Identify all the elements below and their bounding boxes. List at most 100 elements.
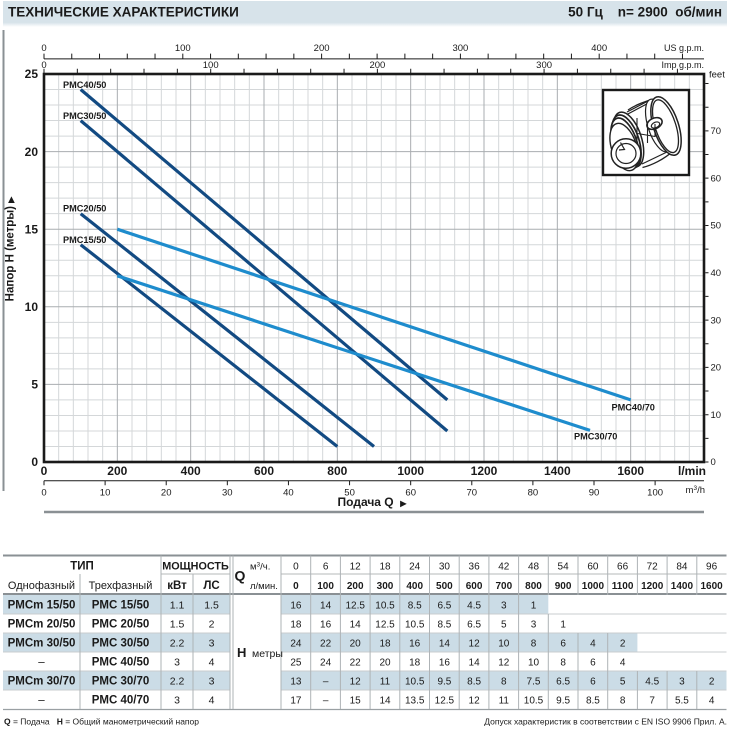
svg-text:10: 10 [711,410,722,421]
svg-text:0: 0 [41,488,46,499]
svg-text:Подача Q ▶: Подача Q ▶ [338,495,408,509]
svg-text:14: 14 [469,657,481,668]
svg-text:PMC 40/70: PMC 40/70 [92,695,150,707]
svg-text:Трехфазный: Трехфазный [89,580,153,592]
svg-text:PMC40/70: PMC40/70 [612,403,655,413]
svg-text:метры: метры [252,648,283,660]
svg-text:–: – [323,695,329,706]
svg-text:12.5: 12.5 [435,695,455,706]
svg-text:72: 72 [647,562,659,573]
svg-text:8: 8 [620,695,626,706]
svg-text:200: 200 [107,464,127,478]
svg-text:4: 4 [590,638,596,649]
svg-text:5: 5 [620,676,626,687]
svg-text:10: 10 [528,657,540,668]
svg-text:7.5: 7.5 [527,676,541,687]
svg-text:16: 16 [290,600,302,611]
svg-text:13: 13 [290,676,302,687]
svg-text:6: 6 [560,638,566,649]
svg-text:24: 24 [290,638,302,649]
svg-text:20: 20 [25,145,39,159]
svg-text:4.5: 4.5 [645,676,659,687]
svg-text:10: 10 [25,300,39,314]
svg-text:50 Гц n= 2900 об/мин: 50 Гц n= 2900 об/мин [568,5,722,20]
svg-text:600: 600 [466,581,483,592]
svg-text:6.5: 6.5 [467,619,481,630]
svg-text:2.2: 2.2 [170,676,185,688]
svg-text:36: 36 [469,562,481,573]
svg-text:5: 5 [31,378,38,392]
svg-text:5: 5 [501,619,507,630]
svg-text:–: – [38,657,45,669]
svg-text:11: 11 [380,676,391,687]
svg-text:10.5: 10.5 [405,676,425,687]
svg-text:14: 14 [379,695,391,706]
svg-text:0: 0 [293,581,299,592]
svg-text:0: 0 [711,457,716,468]
svg-text:Напор H (метры) ▶: Напор H (метры) ▶ [5,196,17,301]
svg-text:54: 54 [558,562,570,573]
svg-text:25: 25 [25,67,39,81]
svg-text:PMCm 20/50: PMCm 20/50 [8,619,76,631]
svg-text:feet: feet [709,70,725,81]
svg-text:14: 14 [350,619,362,630]
svg-text:18: 18 [379,638,391,649]
svg-text:кВт: кВт [167,580,187,592]
svg-text:60: 60 [711,173,722,184]
svg-text:0: 0 [41,60,46,71]
svg-text:10.5: 10.5 [405,619,425,630]
svg-text:800: 800 [327,464,347,478]
svg-text:1000: 1000 [582,581,605,592]
svg-text:10: 10 [498,638,510,649]
svg-text:7: 7 [649,695,655,706]
svg-text:1000: 1000 [397,464,424,478]
svg-text:ЛС: ЛС [203,580,219,592]
svg-text:22: 22 [350,657,362,668]
svg-text:16: 16 [409,638,421,649]
svg-text:PMC30/50: PMC30/50 [63,111,106,121]
svg-text:18: 18 [409,657,421,668]
svg-text:1600: 1600 [700,581,723,592]
svg-text:24: 24 [409,562,421,573]
svg-text:48: 48 [528,562,540,573]
svg-text:PMC 20/50: PMC 20/50 [92,619,150,631]
svg-text:1.1: 1.1 [170,600,185,612]
svg-text:1400: 1400 [544,464,571,478]
svg-text:100: 100 [317,581,334,592]
svg-text:PMCm 30/50: PMCm 30/50 [8,638,76,650]
svg-text:ТИП: ТИП [70,561,94,573]
svg-text:12: 12 [350,562,362,573]
svg-text:600: 600 [254,464,274,478]
svg-text:200: 200 [347,581,364,592]
svg-text:8: 8 [501,676,507,687]
svg-text:42: 42 [498,562,510,573]
svg-text:700: 700 [495,581,512,592]
svg-text:4.5: 4.5 [467,600,481,611]
svg-text:МОЩНОСТЬ: МОЩНОСТЬ [162,561,229,573]
svg-text:3: 3 [174,695,180,707]
svg-text:40: 40 [283,488,294,499]
svg-text:5.5: 5.5 [675,695,689,706]
svg-text:12.5: 12.5 [375,619,395,630]
svg-text:–: – [323,676,329,687]
svg-text:12: 12 [498,657,510,668]
svg-text:24: 24 [320,657,332,668]
svg-text:10.5: 10.5 [524,695,544,706]
svg-text:6: 6 [590,657,596,668]
svg-text:1600: 1600 [617,464,644,478]
svg-text:м3/ч.: м3/ч. [250,562,270,573]
svg-text:50: 50 [711,221,722,232]
svg-text:66: 66 [617,562,629,573]
svg-text:3: 3 [501,600,507,611]
svg-text:Допуск характеристик в соответ: Допуск характеристик в соответствии с EN… [484,717,727,727]
svg-text:18: 18 [379,562,391,573]
svg-text:300: 300 [452,43,468,54]
svg-text:50: 50 [344,488,355,499]
svg-text:–: – [38,695,45,707]
svg-text:l/min: l/min [678,464,706,478]
svg-text:12: 12 [469,638,481,649]
svg-text:0: 0 [41,464,48,478]
svg-text:300: 300 [536,60,552,71]
svg-text:3: 3 [174,657,180,669]
svg-text:400: 400 [591,43,607,54]
